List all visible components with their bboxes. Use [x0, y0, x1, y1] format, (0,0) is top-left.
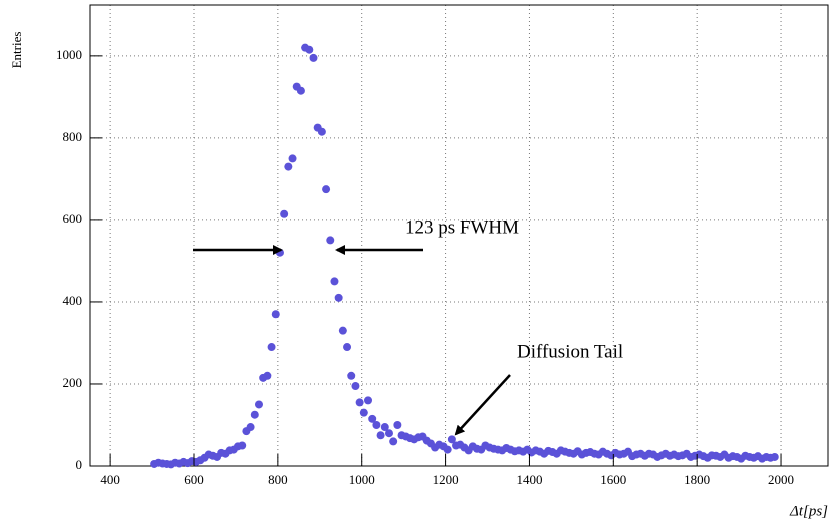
point [288, 154, 297, 163]
point [284, 162, 293, 171]
point [317, 127, 326, 136]
point [393, 420, 402, 429]
point [380, 423, 389, 432]
point [305, 45, 314, 54]
point [238, 441, 247, 450]
point [254, 400, 263, 409]
point [351, 382, 360, 391]
point [330, 277, 339, 286]
arrow [454, 374, 511, 436]
point [372, 420, 381, 429]
plot-frame [89, 4, 829, 467]
y-tick-label: 200 [63, 375, 83, 390]
annotation: 123 ps FWHM [405, 217, 519, 238]
point [384, 429, 393, 438]
point [280, 209, 289, 218]
x-tick-label: 400 [100, 472, 120, 487]
point [376, 431, 385, 440]
point [443, 445, 452, 454]
point [338, 326, 347, 335]
points [150, 43, 779, 469]
x-tick-label: 1000 [349, 472, 375, 487]
point [770, 452, 779, 461]
y-axis-label: Entries [9, 32, 24, 69]
x-axis-label: Δt[ps] [789, 503, 828, 519]
y-tick-label: 600 [63, 211, 83, 226]
y-tick-label: 1000 [56, 47, 82, 62]
point [263, 371, 272, 380]
y-tick-label: 800 [63, 129, 83, 144]
point [368, 414, 377, 423]
point [326, 236, 335, 245]
point [250, 410, 259, 419]
point [267, 343, 276, 352]
point [271, 310, 280, 319]
x-tick-label: 1400 [516, 472, 542, 487]
point [359, 408, 368, 417]
point [309, 53, 318, 62]
x-tick-label: 800 [268, 472, 288, 487]
y-tick-label: 0 [76, 457, 83, 472]
x-tick-label: 1600 [600, 472, 626, 487]
annotation: Diffusion Tail [517, 341, 623, 362]
point [355, 398, 364, 407]
x-tick-label: 600 [184, 472, 204, 487]
point [364, 396, 373, 405]
point [347, 371, 356, 380]
point [389, 437, 398, 446]
x-tick-label: 1200 [433, 472, 459, 487]
point [334, 293, 343, 302]
point [246, 423, 255, 432]
point [447, 435, 456, 444]
y-tick-label: 400 [63, 293, 83, 308]
x-tick-label: 2000 [768, 472, 794, 487]
point [296, 86, 305, 95]
x-tick-label: 1800 [684, 472, 710, 487]
point [322, 185, 331, 194]
point [343, 343, 352, 352]
